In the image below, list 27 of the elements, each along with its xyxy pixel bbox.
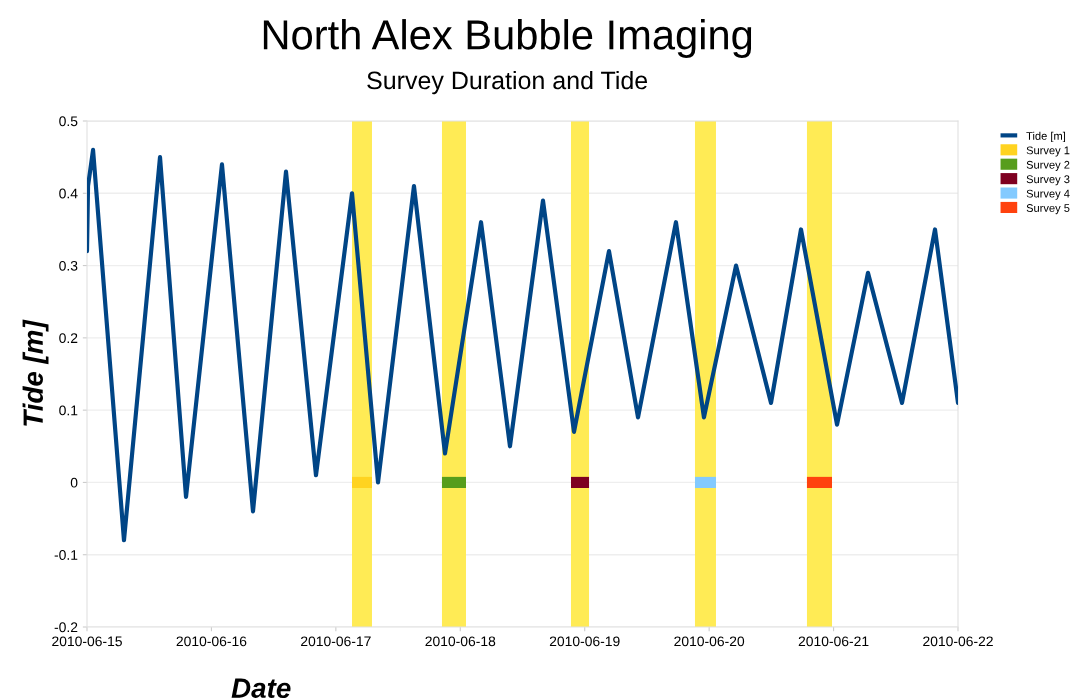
y-tick-label: 0.4 xyxy=(59,188,78,199)
x-axis-title: Date xyxy=(231,678,291,698)
chart-title: North Alex Bubble Imaging xyxy=(263,19,752,58)
x-tick-label: 2010-06-18 xyxy=(425,636,496,647)
y-tick-label: 0 xyxy=(70,477,78,488)
x-tick-label: 2010-06-19 xyxy=(549,636,620,647)
line-series xyxy=(87,147,958,543)
y-tick-label: -0.2 xyxy=(54,622,78,633)
legend-label: Survey 3 xyxy=(1026,175,1070,186)
legend-label: Survey 5 xyxy=(1026,204,1070,215)
x-tick-label: 2010-06-17 xyxy=(301,636,371,647)
x-tick-label: 2010-06-22 xyxy=(923,636,993,647)
legend-label: Tide [m] xyxy=(1026,131,1066,143)
x-tick-label: 2010-06-20 xyxy=(674,636,745,647)
y-tick-label: 0.3 xyxy=(59,260,78,271)
legend-label: Survey 4 xyxy=(1026,189,1070,200)
legend-label: Survey 1 xyxy=(1026,146,1070,157)
y-axis-title: Tide [m] xyxy=(22,319,49,426)
x-tick-label: 2010-06-15 xyxy=(52,636,122,647)
x-tick-label: 2010-06-21 xyxy=(798,636,869,647)
y-tick-label: 0.5 xyxy=(59,116,78,127)
y-tick-label: 0.2 xyxy=(59,333,78,344)
y-tick-label: 0.1 xyxy=(59,405,78,416)
x-tick-label: 2010-06-16 xyxy=(176,636,247,647)
chart-subtitle: Survey Duration and Tide xyxy=(367,70,648,95)
legend-label: Survey 2 xyxy=(1026,160,1070,171)
y-tick-label: -0.1 xyxy=(54,550,78,560)
